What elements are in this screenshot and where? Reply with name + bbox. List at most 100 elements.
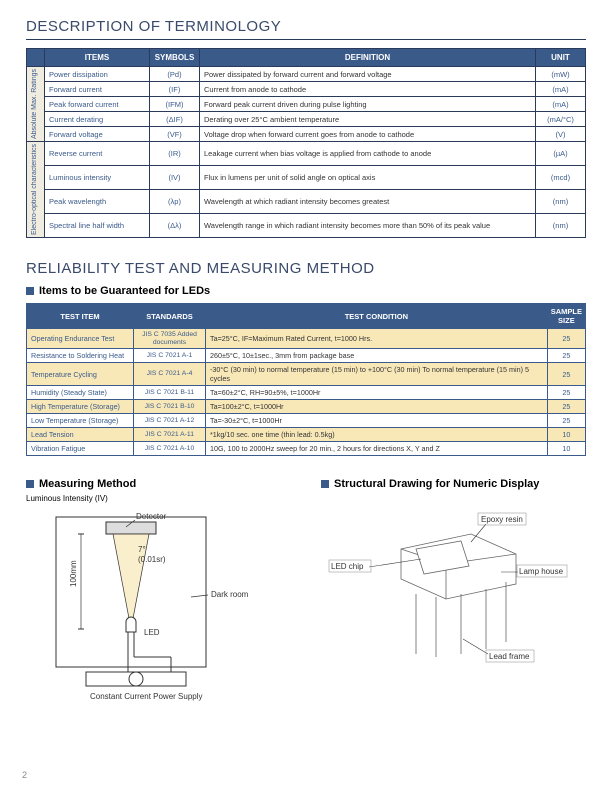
cell-condition: 260±5°C, 10±1sec., 3mm from package base bbox=[206, 349, 548, 363]
cell-sample: 10 bbox=[547, 442, 585, 456]
table-row: Resistance to Soldering HeatJIS C 7021 A… bbox=[27, 349, 586, 363]
cell-def: Flux in lumens per unit of solid angle o… bbox=[200, 166, 536, 190]
svg-text:7°: 7° bbox=[138, 545, 146, 554]
cell-sample: 25 bbox=[547, 349, 585, 363]
cell-item: Power dissipation bbox=[45, 67, 150, 82]
cell-def: Wavelength range in which radiant intens… bbox=[200, 214, 536, 238]
cell-symbol: (Pd) bbox=[150, 67, 200, 82]
cell-unit: (mcd) bbox=[536, 166, 586, 190]
cell-unit: (nm) bbox=[536, 214, 586, 238]
cell-unit: (mA) bbox=[536, 97, 586, 112]
cell-condition: Ta=100±2°C, t=1000Hr bbox=[206, 400, 548, 414]
cell-item: Current derating bbox=[45, 112, 150, 127]
table-row: Forward current(IF)Current from anode to… bbox=[27, 82, 586, 97]
section2-subtitle: Items to be Guaranteed for LEDs bbox=[26, 285, 586, 297]
cell-test-item: Resistance to Soldering Heat bbox=[27, 349, 134, 363]
cell-condition: Ta=60±2°C, RH=90±5%, t=1000Hr bbox=[206, 386, 548, 400]
cell-symbol: (VF) bbox=[150, 127, 200, 142]
cell-test-item: Humidity (Steady State) bbox=[27, 386, 134, 400]
table-row: Absolute Max. RatingsPower dissipation(P… bbox=[27, 67, 586, 82]
cell-test-item: Operating Endurance Test bbox=[27, 329, 134, 349]
measuring-sub: Luminous Intensity (IV) bbox=[26, 494, 291, 503]
table-row: Operating Endurance TestJIS C 7035 Added… bbox=[27, 329, 586, 349]
th-condition: TEST CONDITION bbox=[206, 304, 548, 329]
terminology-table: ITEMS SYMBOLS DEFINITION UNIT Absolute M… bbox=[26, 48, 586, 238]
cell-unit: (mA) bbox=[536, 82, 586, 97]
cell-condition: Ta=-30±2°C, t=1000Hr bbox=[206, 414, 548, 428]
th-test-item: TEST ITEM bbox=[27, 304, 134, 329]
table-row: Peak forward current(IFM)Forward peak cu… bbox=[27, 97, 586, 112]
cell-symbol: (IV) bbox=[150, 166, 200, 190]
cell-item: Forward current bbox=[45, 82, 150, 97]
svg-text:(0.01sr): (0.01sr) bbox=[138, 555, 166, 564]
section1-title: DESCRIPTION OF TERMINOLOGY bbox=[26, 18, 586, 40]
structural-diagram: Epoxy resin LED chip Lamp house Lead fra… bbox=[321, 494, 571, 694]
cell-item: Spectral line half width bbox=[45, 214, 150, 238]
cell-unit: (nm) bbox=[536, 190, 586, 214]
cell-condition: *1kg/10 sec. one time (thin lead: 0.5kg) bbox=[206, 428, 548, 442]
cell-condition: -30°C (30 min) to normal temperature (15… bbox=[206, 363, 548, 386]
cell-sample: 25 bbox=[547, 400, 585, 414]
cell-def: Wavelength at which radiant intensity be… bbox=[200, 190, 536, 214]
group-electro: Electro-optical characteristics bbox=[27, 142, 45, 238]
cell-sample: 25 bbox=[547, 386, 585, 400]
cell-sample: 25 bbox=[547, 329, 585, 349]
svg-text:Dark room: Dark room bbox=[211, 590, 249, 599]
measuring-method-panel: Measuring Method Luminous Intensity (IV)… bbox=[26, 478, 291, 702]
cell-unit: (V) bbox=[536, 127, 586, 142]
cell-symbol: (Δλ) bbox=[150, 214, 200, 238]
cell-sample: 25 bbox=[547, 414, 585, 428]
cell-standard: JIS C 7021 A-4 bbox=[134, 363, 206, 386]
svg-text:LED: LED bbox=[144, 628, 160, 637]
table-row: Lead TensionJIS C 7021 A-11*1kg/10 sec. … bbox=[27, 428, 586, 442]
table-row: Vibration FatigueJIS C 7021 A-1010G, 100… bbox=[27, 442, 586, 456]
cell-symbol: (λp) bbox=[150, 190, 200, 214]
cell-test-item: Low Temperature (Storage) bbox=[27, 414, 134, 428]
svg-text:Constant Current Power Supply: Constant Current Power Supply bbox=[90, 692, 203, 701]
structural-drawing-panel: Structural Drawing for Numeric Display E… bbox=[321, 478, 586, 702]
cell-condition: 10G, 100 to 2000Hz sweep for 20 min., 2 … bbox=[206, 442, 548, 456]
th-definition: DEFINITION bbox=[200, 49, 536, 67]
table-row: High Temperature (Storage)JIS C 7021 B-1… bbox=[27, 400, 586, 414]
cell-standard: JIS C 7021 A-11 bbox=[134, 428, 206, 442]
cell-test-item: Vibration Fatigue bbox=[27, 442, 134, 456]
cell-condition: Ta=25°C, IF=Maximum Rated Current, t=100… bbox=[206, 329, 548, 349]
cell-standard: JIS C 7035 Added documents bbox=[134, 329, 206, 349]
svg-text:Lead frame: Lead frame bbox=[489, 652, 530, 661]
page-number: 2 bbox=[22, 770, 27, 780]
th-standards: STANDARDS bbox=[134, 304, 206, 329]
cell-def: Power dissipated by forward current and … bbox=[200, 67, 536, 82]
cell-symbol: (IF) bbox=[150, 82, 200, 97]
measuring-diagram: Detector 7° (0.01sr) 100mm LED Dark room bbox=[26, 507, 266, 702]
cell-standard: JIS C 7021 A-12 bbox=[134, 414, 206, 428]
th-sample: SAMPLE SIZE bbox=[547, 304, 585, 329]
cell-test-item: Lead Tension bbox=[27, 428, 134, 442]
cell-sample: 25 bbox=[547, 363, 585, 386]
th-items: ITEMS bbox=[45, 49, 150, 67]
cell-standard: JIS C 7021 A-10 bbox=[134, 442, 206, 456]
cell-def: Derating over 25°C ambient temperature bbox=[200, 112, 536, 127]
cell-item: Peak wavelength bbox=[45, 190, 150, 214]
cell-sample: 10 bbox=[547, 428, 585, 442]
cell-item: Luminous intensity bbox=[45, 166, 150, 190]
cell-item: Reverse current bbox=[45, 142, 150, 166]
measuring-title: Measuring Method bbox=[39, 478, 136, 490]
cell-unit: (mA/°C) bbox=[536, 112, 586, 127]
cell-symbol: (IFM) bbox=[150, 97, 200, 112]
cell-item: Forward voltage bbox=[45, 127, 150, 142]
table-row: Humidity (Steady State)JIS C 7021 B-11Ta… bbox=[27, 386, 586, 400]
cell-def: Current from anode to cathode bbox=[200, 82, 536, 97]
svg-text:Detector: Detector bbox=[136, 512, 167, 521]
table-row: Forward voltage(VF)Voltage drop when for… bbox=[27, 127, 586, 142]
table-row: Luminous intensity(IV)Flux in lumens per… bbox=[27, 166, 586, 190]
svg-text:LED chip: LED chip bbox=[331, 562, 364, 571]
cell-standard: JIS C 7021 B-11 bbox=[134, 386, 206, 400]
svg-text:Epoxy resin: Epoxy resin bbox=[481, 515, 523, 524]
cell-test-item: Temperature Cycling bbox=[27, 363, 134, 386]
table-row: Spectral line half width(Δλ)Wavelength r… bbox=[27, 214, 586, 238]
table-row: Electro-optical characteristicsReverse c… bbox=[27, 142, 586, 166]
cell-symbol: (IR) bbox=[150, 142, 200, 166]
svg-text:100mm: 100mm bbox=[69, 560, 78, 587]
cell-def: Voltage drop when forward current goes f… bbox=[200, 127, 536, 142]
group-abs-max: Absolute Max. Ratings bbox=[27, 67, 45, 142]
